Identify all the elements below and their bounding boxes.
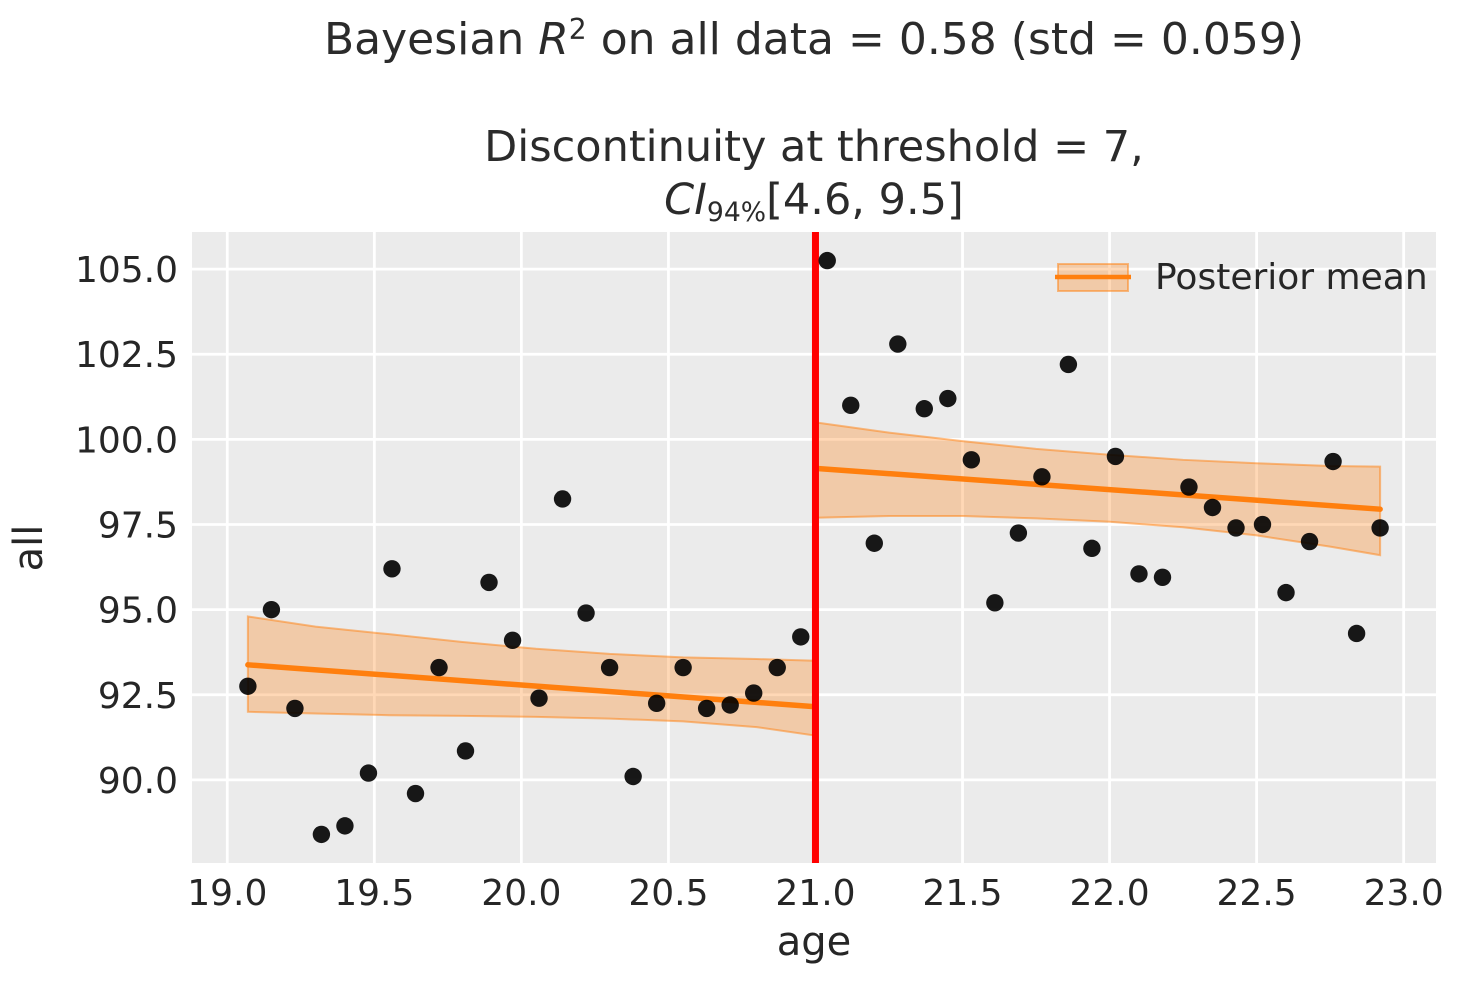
data-point [818,251,836,270]
x-tick-label: 21.5 [922,873,1002,914]
posterior-mean-lines [245,465,1383,710]
ci-subscript: 94% [706,196,767,228]
x-axis-label: age [777,919,852,965]
data-point [915,400,933,418]
x-tick-label: 23.0 [1364,873,1444,914]
data-point [1180,478,1198,496]
y-tick-label: 100.0 [75,420,178,461]
data-point [1253,515,1272,534]
axes-title-line2: CI94%[4.6, 9.5] [192,174,1436,232]
data-point [1106,447,1125,466]
data-point [1059,355,1078,374]
legend-label: Posterior mean [1155,257,1428,298]
data-point [939,389,957,408]
y-tick-label: 97.5 [98,506,178,547]
ci-label: CI [664,175,707,225]
data-point [624,767,642,786]
data-point [865,534,883,552]
y-tick-label: 95.0 [98,591,178,632]
data-point [286,699,304,718]
data-point [647,694,666,712]
data-point [962,451,981,469]
data-point [577,604,595,622]
x-tick-label: 20.5 [628,873,708,914]
y-tick-label: 105.0 [75,250,178,291]
data-point [1300,532,1319,551]
data-point [986,594,1004,612]
data-point [503,631,522,649]
data-point [1277,583,1295,602]
figure-title-exponent: 2 [568,12,587,46]
y-tick-label: 90.0 [98,761,178,802]
data-point [406,784,425,803]
data-point [792,628,810,646]
data-point [1009,524,1028,542]
x-tick-label: 21.0 [775,873,855,914]
y-axis-label: all [6,525,52,572]
data-point [312,825,331,844]
data-point [842,396,860,415]
data-point [745,684,763,702]
ci-interval: [4.6, 9.5] [766,175,964,225]
data-point [1130,565,1148,583]
data-point [721,696,739,714]
scatter-points [239,251,1389,844]
data-point [359,764,378,782]
figure-title-suffix: on all data = 0.58 (std = 0.059) [586,14,1305,65]
data-point [600,658,619,677]
x-tick-label: 19.5 [334,873,414,914]
posterior-mean-left-line [245,662,819,710]
data-point [430,658,448,677]
data-point [530,689,548,707]
data-point [1083,539,1101,558]
data-point [1203,498,1222,517]
x-tick-label: 19.0 [187,873,267,914]
data-point [674,658,692,677]
x-tick-label: 20.0 [481,873,561,914]
data-point [1347,624,1366,643]
data-point [889,335,907,353]
x-tick-label: 22.0 [1069,873,1149,914]
figure-title-prefix: Bayesian [323,14,539,65]
data-point [239,677,257,695]
data-point [336,817,354,835]
y-tick-label: 102.5 [75,335,178,376]
figure-title: Bayesian R2 on all data = 0.58 (std = 0.… [192,12,1436,71]
data-point [1324,452,1342,471]
y-tick-label: 92.5 [98,676,178,717]
x-tick-label: 22.5 [1217,873,1297,914]
data-point [262,600,281,619]
data-point [1371,519,1389,537]
data-point [697,699,716,718]
figure-title-math-var: R [538,14,569,65]
data-point [768,658,786,677]
posterior-mean-right-line [812,465,1383,512]
data-point [553,490,572,508]
data-point [456,742,475,760]
y-tick-labels: 90.0 92.5 95.0 97.5 100.0 102.5 105.0 [75,250,178,802]
data-point [1153,568,1172,586]
data-point [1033,468,1051,486]
x-tick-labels: 19.0 19.5 20.0 20.5 21.0 21.5 22.0 22.5 23.0 [187,873,1444,914]
data-point [383,560,401,578]
data-point [480,573,498,592]
axes-title-line1: Discontinuity at threshold = 7, [484,122,1144,172]
data-point [1227,519,1245,537]
axes-title: Discontinuity at threshold = 7, CI94%[4.… [192,121,1436,232]
legend: Posterior mean [1055,257,1428,298]
